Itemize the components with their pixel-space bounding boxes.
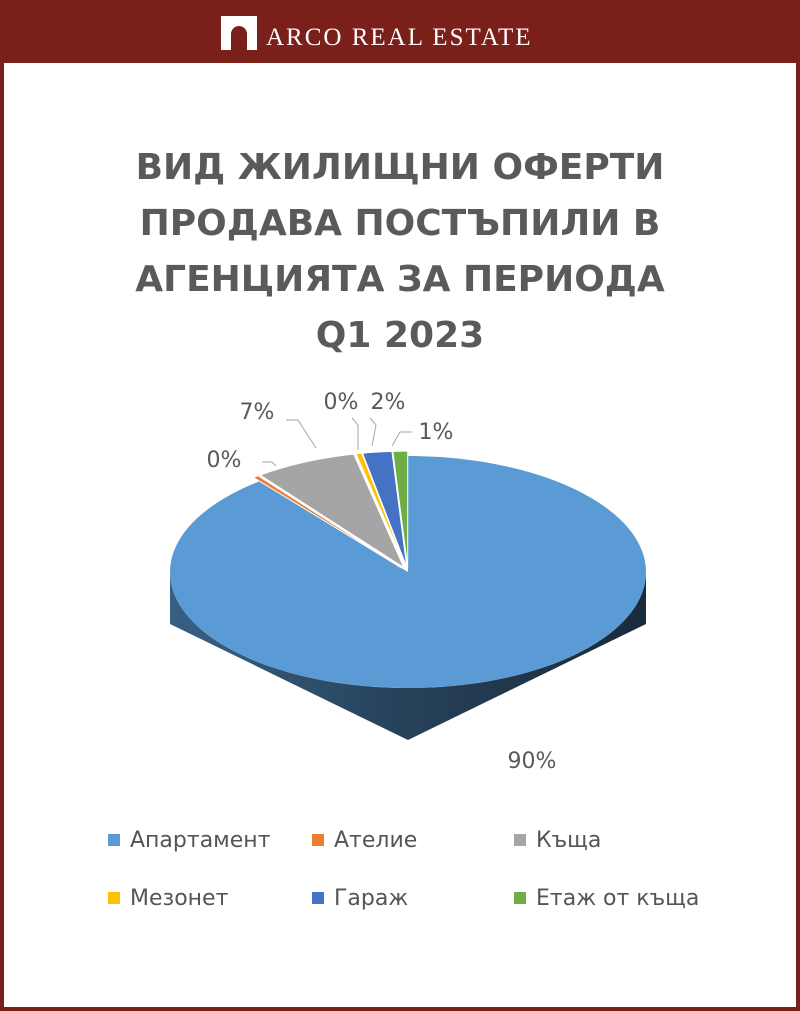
data-label: 90% — [508, 749, 557, 774]
pie-slice-side — [170, 572, 646, 740]
legend-label: Етаж от къща — [536, 885, 700, 911]
data-label: 2% — [371, 390, 406, 415]
legend-swatch — [312, 834, 324, 846]
legend-item-maisonette: Мезонет — [108, 884, 228, 912]
data-label: 7% — [240, 400, 275, 425]
arch-logo-icon — [221, 16, 257, 50]
pie-slice — [170, 456, 646, 688]
leader-line — [262, 461, 277, 467]
brand-name: ARCO REAL ESTATE — [266, 24, 533, 51]
legend-label: Апартамент — [130, 827, 271, 853]
pie-slice — [392, 450, 409, 568]
legend-label: Ателие — [334, 827, 418, 853]
pie-slice — [252, 475, 403, 569]
legend-item-studio: Ателие — [312, 826, 417, 854]
legend-swatch — [514, 834, 526, 846]
legend-item-house: Къща — [514, 826, 601, 854]
header-bar: ARCO REAL ESTATE — [0, 0, 800, 63]
pie-chart: 90% 0% 7% 0% 2% 1% — [170, 390, 646, 774]
chart-title-line: ВИД ЖИЛИЩНИ ОФЕРТИ — [135, 147, 665, 188]
legend-label: Къща — [536, 827, 602, 853]
data-label: 1% — [419, 420, 454, 445]
legend-swatch — [108, 834, 120, 846]
data-label: 0% — [207, 448, 242, 473]
legend-item-house-floor: Етаж от къща — [514, 884, 699, 912]
legend-swatch — [312, 892, 324, 904]
legend-swatch — [108, 892, 120, 904]
data-label: 0% — [324, 390, 359, 415]
leader-line — [286, 419, 317, 449]
legend-item-garage: Гараж — [312, 884, 408, 912]
leader-line — [391, 431, 412, 447]
legend-swatch — [514, 892, 526, 904]
pie-slice — [361, 450, 408, 568]
chart-title-line: АГЕНЦИЯТА ЗА ПЕРИОДА — [135, 259, 665, 300]
legend-label: Мезонет — [130, 885, 229, 911]
chart-title-line: ПРОДАВА ПОСТЪПИЛИ В — [139, 203, 661, 244]
leader-line — [369, 417, 377, 447]
legend-item-apartment: Апартамент — [108, 826, 271, 854]
chart-title: ВИД ЖИЛИЩНИ ОФЕРТИ ПРОДАВА ПОСТЪПИЛИ В А… — [0, 140, 800, 364]
chart-title-line: Q1 2023 — [315, 315, 485, 356]
pie-slice — [258, 453, 405, 569]
leader-line — [351, 417, 359, 450]
legend-label: Гараж — [334, 885, 409, 911]
pie-slice — [355, 452, 407, 568]
chart-legend: Апартамент Ателие Къща Мезонет Гараж Ета… — [0, 818, 800, 928]
